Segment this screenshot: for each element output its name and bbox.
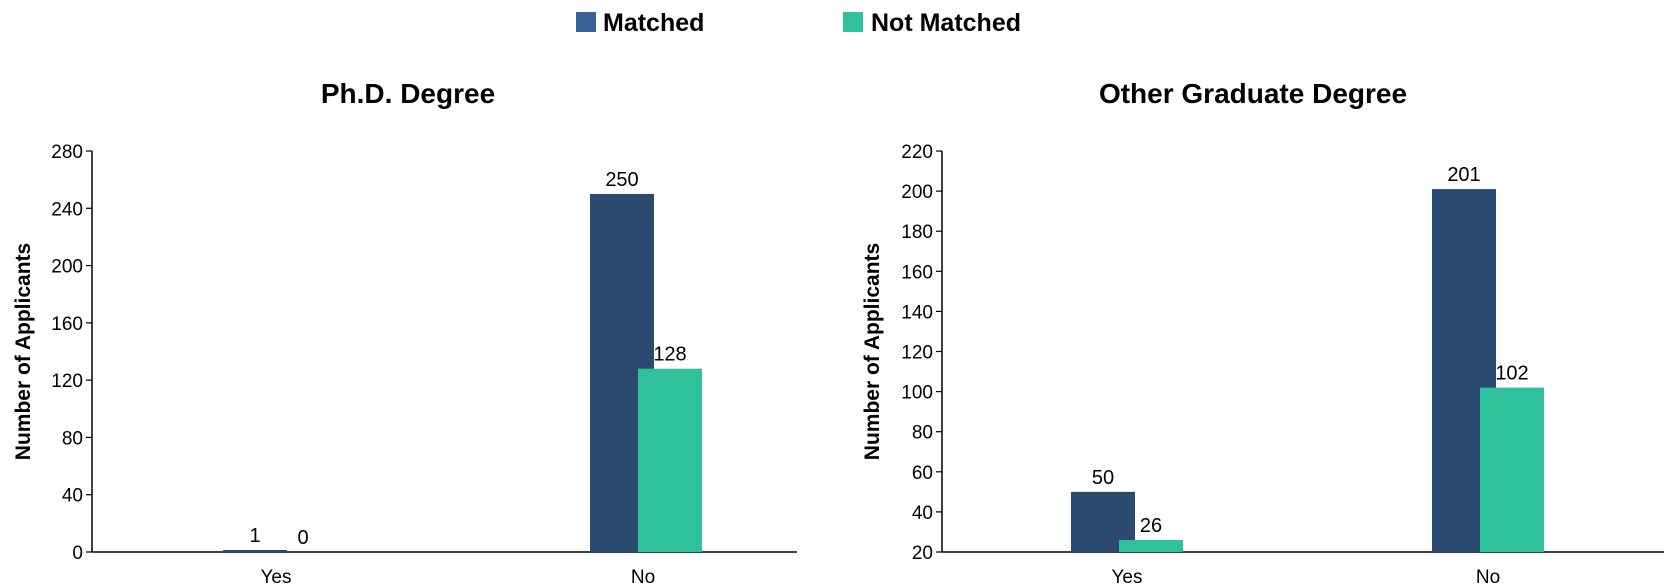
x-tick-label: Yes: [261, 567, 292, 588]
x-tick-label: No: [631, 567, 655, 588]
chart-other-graduate-degree: Other Graduate Degree Number of Applicant…: [861, 78, 1664, 588]
y-tick-label: 140: [901, 302, 933, 323]
y-tick-label: 200: [51, 257, 83, 278]
y-tick-label: 40: [912, 503, 933, 524]
y-tick-label: 120: [51, 371, 83, 392]
legend-swatch-not-matched: [843, 12, 863, 32]
legend-label-matched: Matched: [603, 9, 704, 37]
y-tick-label: 100: [901, 383, 933, 404]
legend: Matched Not Matched: [576, 9, 1021, 37]
legend-swatch-matched: [576, 12, 596, 32]
y-tick-label: 0: [72, 543, 83, 564]
data-label-matched-no: 201: [1447, 164, 1480, 186]
y-tick-label: 80: [912, 423, 933, 444]
y-tick-label: 160: [901, 262, 933, 283]
y-tick-label: 80: [62, 428, 83, 449]
bar-matched-yes: [223, 550, 287, 552]
bar-not-matched-no: [638, 368, 702, 552]
data-label-not-matched-no: 128: [653, 344, 686, 366]
y-axis-label: Number of Applicants: [861, 243, 884, 460]
data-label-matched-no: 250: [605, 169, 638, 191]
x-tick-label: Yes: [1112, 567, 1143, 588]
y-axis-label: Number of Applicants: [12, 243, 35, 460]
y-tick-label: 220: [901, 142, 933, 163]
data-label-not-matched-yes: 0: [297, 527, 308, 549]
y-tick-label: 280: [51, 142, 83, 163]
x-tick-label: No: [1476, 567, 1500, 588]
bar-not-matched-yes: [1119, 539, 1183, 552]
y-tick-label: 200: [901, 182, 933, 203]
y-tick-label: 120: [901, 343, 933, 364]
data-label-not-matched-no: 102: [1495, 363, 1528, 385]
data-label-matched-yes: 1: [249, 525, 260, 547]
y-tick-label: 180: [901, 222, 933, 243]
data-label-matched-yes: 50: [1092, 467, 1114, 489]
y-tick-label: 40: [62, 486, 83, 507]
chart-title: Other Graduate Degree: [1099, 78, 1407, 109]
y-tick-label: 20: [912, 543, 933, 564]
y-tick-label: 60: [912, 463, 933, 484]
data-label-not-matched-yes: 26: [1140, 515, 1162, 537]
legend-label-not-matched: Not Matched: [871, 9, 1021, 37]
y-tick-label: 160: [51, 314, 83, 335]
y-tick-label: 240: [51, 199, 83, 220]
bar-not-matched-no: [1480, 387, 1544, 552]
chart-title: Ph.D. Degree: [321, 78, 495, 109]
